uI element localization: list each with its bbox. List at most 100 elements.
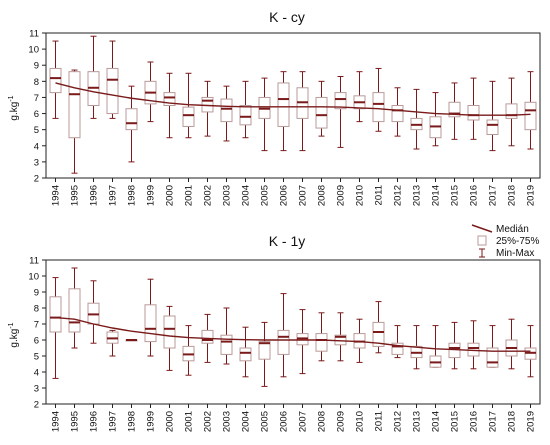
x-tick-label: 1994 [51, 411, 62, 432]
box-1997 [106, 329, 119, 357]
iqr-box [106, 67, 119, 115]
box-2005 [258, 321, 271, 387]
box-2003 [220, 307, 233, 365]
trend-curve [55, 82, 531, 116]
y-axis-label: g.kg-1 [8, 95, 20, 120]
box-1999 [144, 61, 157, 123]
y-tick-label: 9 [34, 61, 39, 72]
x-tick-label: 2015 [450, 411, 461, 432]
x-tick-label: 2003 [222, 411, 233, 432]
x-tick-label: 2000 [165, 411, 176, 432]
x-tick-label: 2007 [298, 411, 309, 432]
y-tick-label: 7 [34, 93, 39, 104]
box-2005 [258, 77, 271, 152]
box-1995 [68, 69, 81, 174]
x-tick-label: 2002 [203, 411, 214, 432]
x-tick-label: 1998 [127, 185, 138, 206]
x-tick-label: 1994 [51, 185, 62, 206]
x-tick-label: 2013 [412, 411, 423, 432]
iqr-box [486, 119, 499, 135]
x-tick-label: 2001 [184, 185, 195, 206]
x-tick-label: 2018 [507, 185, 518, 206]
x-tick-label: 1999 [146, 185, 157, 206]
box-1999 [144, 278, 157, 357]
iqr-box [239, 347, 252, 362]
x-tick-label: 2005 [260, 411, 271, 432]
box-2014 [429, 325, 442, 368]
box-1994 [49, 40, 62, 119]
box-2014 [429, 92, 442, 147]
iqr-box [372, 321, 385, 347]
x-tick-label: 2014 [431, 185, 442, 206]
iqr-box [239, 105, 252, 126]
iqr-box [68, 71, 81, 139]
box-2006 [277, 293, 290, 378]
x-tick-label: 2016 [469, 185, 480, 206]
box-2019 [524, 325, 537, 378]
x-tick-label: 2018 [507, 411, 518, 432]
iqr-box [372, 92, 385, 123]
iqr-box [68, 288, 81, 333]
x-tick-label: 2001 [184, 411, 195, 432]
legend-box-swatch [477, 235, 487, 246]
x-tick-label: 2019 [526, 185, 537, 206]
x-tick-label: 1998 [127, 411, 138, 432]
x-tick-label: 2009 [336, 185, 347, 206]
box-2000 [163, 305, 176, 371]
iqr-box [391, 342, 404, 355]
box-1998 [125, 85, 138, 163]
x-tick-label: 2015 [450, 185, 461, 206]
box-2004 [239, 326, 252, 378]
iqr-box [486, 347, 499, 368]
box-1994 [49, 277, 62, 379]
box-2016 [467, 77, 480, 140]
x-tick-label: 2017 [488, 185, 499, 206]
legend-median-swatch [471, 224, 493, 233]
box-2013 [410, 325, 423, 370]
legend-box-label: 25%-75% [496, 236, 539, 247]
box-2011 [372, 301, 385, 354]
plot-area: 2 3 4 5 6 7 8 9 10 11 1994 1995 1996 1997 1998 1999 2000… [28, 256, 541, 432]
box-2012 [391, 87, 404, 137]
y-tick-label: 9 [34, 288, 39, 299]
box-2015 [448, 321, 461, 370]
box-2007 [296, 309, 309, 375]
y-tick-label: 2 [34, 174, 39, 185]
x-tick-label: 2012 [393, 185, 404, 206]
box-2004 [239, 80, 252, 139]
x-tick-label: 2009 [336, 411, 347, 432]
y-tick-label: 8 [34, 304, 39, 315]
box-2010 [353, 71, 366, 123]
y-tick-label: 3 [34, 157, 39, 168]
x-tick-label: 2010 [355, 411, 366, 432]
x-tick-label: 2013 [412, 185, 423, 206]
box-2002 [201, 313, 214, 363]
iqr-box [163, 315, 176, 349]
box-2009 [334, 312, 347, 362]
box-2008 [315, 80, 328, 137]
legend-range-label: Min-Max [496, 248, 534, 259]
box-2012 [391, 325, 404, 359]
y-tick-label: 6 [34, 336, 39, 347]
x-tick-label: 1997 [108, 411, 119, 432]
x-tick-label: 2000 [165, 185, 176, 206]
iqr-box [201, 329, 214, 344]
box-2013 [410, 88, 423, 150]
x-tick-label: 2004 [241, 411, 252, 432]
chart-k-cy: K - cy g.kg-1 2 3 4 5 6 7 8 9 10 11 1994 1995 1996 19… [8, 9, 541, 206]
x-tick-label: 2004 [241, 185, 252, 206]
chart-k-1y: K - 1y g.kg-1 2 3 4 5 6 7 8 9 10 11 1994 1995 1996 19… [8, 233, 541, 432]
x-tick-label: 2005 [260, 185, 271, 206]
plot-frame [45, 259, 541, 405]
x-tick-label: 2003 [222, 185, 233, 206]
chart-title: K - 1y [269, 233, 306, 249]
iqr-box [334, 92, 347, 110]
box-1997 [106, 40, 119, 119]
y-tick-label: 3 [34, 384, 39, 395]
x-tick-label: 2014 [431, 411, 442, 432]
box-1996 [87, 35, 100, 119]
x-tick-label: 2008 [317, 411, 328, 432]
y-axis-label: g.kg-1 [8, 322, 20, 347]
iqr-box [315, 96, 328, 129]
iqr-box [448, 101, 461, 118]
